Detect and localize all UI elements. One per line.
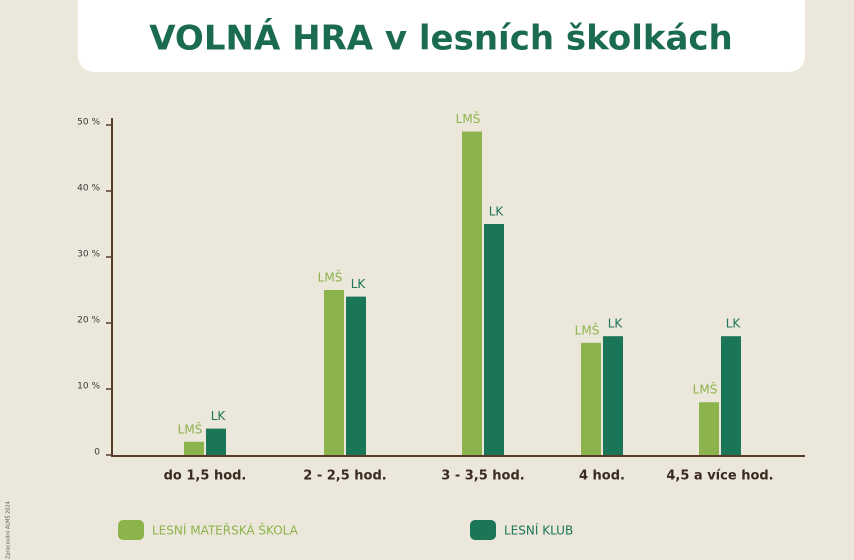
x-tick-label: 2 - 2,5 hod. <box>303 469 386 484</box>
x-tick-label: 3 - 3,5 hod. <box>441 469 524 484</box>
bar <box>603 336 623 455</box>
legend-swatch <box>118 520 144 540</box>
bar <box>581 342 601 455</box>
bar-label: LMŠ <box>693 382 718 397</box>
y-tick-label: 50 % <box>77 118 100 128</box>
bar-label: LK <box>351 277 367 291</box>
bar <box>206 428 226 455</box>
bar <box>484 224 504 455</box>
bar-label: LMŠ <box>456 111 481 126</box>
x-tick-label: 4,5 a více hod. <box>666 469 773 484</box>
title-box <box>78 0 805 72</box>
legend-label: LESNÍ KLUB <box>504 523 573 538</box>
bar-label: LMŠ <box>178 421 203 436</box>
y-tick-label: 20 % <box>77 316 100 326</box>
bar-label: LK <box>489 205 505 219</box>
bar-label: LK <box>211 409 227 423</box>
bar <box>721 336 741 455</box>
legend-label: LESNÍ MATEŘSKÁ ŠKOLA <box>152 523 299 538</box>
bar <box>184 441 204 455</box>
bar <box>346 296 366 455</box>
bar-label: LK <box>726 317 742 331</box>
bar <box>699 402 719 455</box>
x-tick-label: 4 hod. <box>579 469 625 484</box>
x-tick-label: do 1,5 hod. <box>164 469 247 484</box>
y-tick-label: 30 % <box>77 250 100 260</box>
bar-label: LK <box>608 317 624 331</box>
y-tick-label: 40 % <box>77 184 100 194</box>
bar <box>324 290 344 455</box>
bar-label: LMŠ <box>318 270 343 285</box>
source: Zpracování ALMŠ 2024 <box>5 501 12 559</box>
legend-swatch <box>470 520 496 540</box>
bar-label: LMŠ <box>575 322 600 337</box>
bar <box>462 131 482 455</box>
y-tick-label: 0 <box>94 448 100 458</box>
chart-title: VOLNÁ HRA v lesních školkách <box>149 18 733 59</box>
y-tick-label: 10 % <box>77 382 100 392</box>
